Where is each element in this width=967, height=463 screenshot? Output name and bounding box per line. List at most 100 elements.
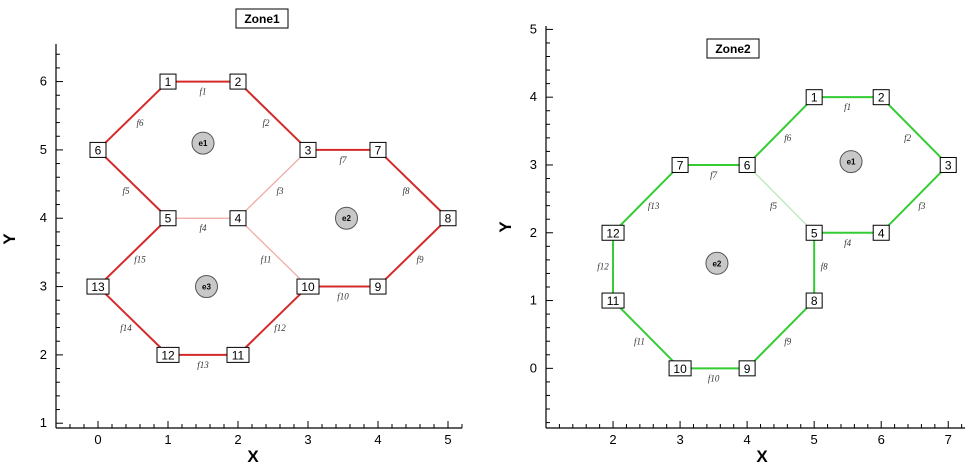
x-axis-title: X xyxy=(247,447,259,463)
node-label: 11 xyxy=(607,294,620,308)
face-label: f5 xyxy=(123,186,131,196)
face-label: f3 xyxy=(918,201,926,211)
zone-panel-1: 0 1 2 3 4 5123456XYZone1f1f2f3f4f5f6f7f8f9f10… xyxy=(0,8,463,463)
face-label: f7 xyxy=(339,155,347,165)
face-label: f4 xyxy=(844,238,852,248)
face-label: f4 xyxy=(199,223,207,233)
y-tick-label: 6 xyxy=(40,74,47,89)
node-label: 8 xyxy=(811,294,818,308)
zone-title-box xyxy=(235,8,289,29)
face-label: f1 xyxy=(199,87,206,97)
face-edge-f2 xyxy=(880,96,949,166)
face-label: f6 xyxy=(136,118,144,128)
face-edge-f14 xyxy=(97,285,169,356)
element-label: e3 xyxy=(202,283,211,292)
node-label: 2 xyxy=(878,91,885,105)
face-label: f12 xyxy=(597,262,609,272)
y-tick-label: 5 xyxy=(530,21,537,36)
face-edge-f13 xyxy=(612,164,681,234)
node-label: 3 xyxy=(305,143,312,157)
node-box xyxy=(601,292,625,309)
face-label: f5 xyxy=(770,201,778,211)
element-marker xyxy=(705,251,729,275)
node-label: 12 xyxy=(606,226,620,240)
zone-title: Zone2 xyxy=(715,42,751,56)
face-label: f2 xyxy=(904,133,912,143)
y-tick-label: 4 xyxy=(530,89,537,104)
face-edge-f5 xyxy=(746,164,815,234)
face-edge-f3 xyxy=(237,149,309,219)
face-edge-f6 xyxy=(97,80,169,151)
node-label: 1 xyxy=(811,91,818,105)
face-label: f11 xyxy=(261,255,272,265)
node-label: 7 xyxy=(375,143,382,157)
element-marker xyxy=(335,206,358,230)
face-label: f15 xyxy=(134,255,146,265)
x-tick-label: 6 xyxy=(878,432,885,447)
face-label: f1 xyxy=(844,102,851,112)
node-box xyxy=(872,89,890,106)
node-box xyxy=(738,156,756,173)
y-tick-label: 3 xyxy=(40,279,47,294)
x-tick-label: 3 xyxy=(304,432,311,447)
node-box xyxy=(939,156,957,173)
face-label: f3 xyxy=(276,186,284,196)
element-label: e1 xyxy=(847,158,856,167)
node-box xyxy=(601,224,625,241)
x-tick-label: 0 xyxy=(94,432,101,447)
node-box xyxy=(229,73,247,90)
zone-title-box xyxy=(706,38,760,59)
node-box xyxy=(229,210,247,227)
node-label: 9 xyxy=(375,280,382,294)
node-label: 8 xyxy=(445,212,452,226)
node-label: 9 xyxy=(744,362,751,376)
node-box xyxy=(439,210,457,227)
element-label: e1 xyxy=(199,139,208,148)
element-marker xyxy=(839,150,863,174)
y-axis-title: Y xyxy=(496,221,515,233)
x-tick-label: 7 xyxy=(945,432,952,447)
face-edge-f3 xyxy=(880,164,949,234)
face-edge-f8 xyxy=(377,149,449,219)
node-box xyxy=(89,141,107,158)
node-label: 1 xyxy=(165,75,172,89)
face-label: f10 xyxy=(337,292,349,302)
node-label: 13 xyxy=(91,280,105,294)
node-label: 2 xyxy=(235,75,242,89)
node-label: 5 xyxy=(811,226,818,240)
face-label: f6 xyxy=(784,133,792,143)
face-edge-f12 xyxy=(237,285,309,356)
face-edge-f9 xyxy=(377,217,449,288)
y-tick-label: 1 xyxy=(40,415,47,430)
element-label: e2 xyxy=(342,214,351,223)
element-marker xyxy=(191,131,215,155)
node-box xyxy=(668,360,692,377)
node-box xyxy=(805,224,823,241)
face-label: f11 xyxy=(634,336,645,346)
x-tick-label: 1 xyxy=(164,432,171,447)
face-label: f9 xyxy=(416,255,424,265)
face-label: f13 xyxy=(648,201,660,211)
node-label: 3 xyxy=(945,158,952,172)
node-box xyxy=(159,210,177,227)
zone-panel-2: 2 3 4 5 6 7012345XYZone2f1f2f3f4f5f6f7f8f9f10… xyxy=(496,21,965,463)
face-label: f2 xyxy=(263,118,271,128)
zone-title: Zone1 xyxy=(244,12,280,26)
y-tick-label: 3 xyxy=(530,157,537,172)
face-label: f8 xyxy=(821,262,829,272)
node-box xyxy=(872,224,890,241)
node-box xyxy=(671,156,689,173)
y-axis-title: Y xyxy=(0,233,19,245)
x-tick-label: 4 xyxy=(374,432,381,447)
face-label: f8 xyxy=(403,186,411,196)
face-label: f13 xyxy=(197,360,209,370)
face-edge-f6 xyxy=(746,96,815,166)
node-box xyxy=(296,278,320,295)
x-tick-label: 2 xyxy=(234,432,241,447)
x-tick-label: 5 xyxy=(444,432,451,447)
y-tick-label: 1 xyxy=(530,293,537,308)
node-box xyxy=(805,292,823,309)
node-box xyxy=(299,141,317,158)
node-label: 10 xyxy=(673,362,687,376)
